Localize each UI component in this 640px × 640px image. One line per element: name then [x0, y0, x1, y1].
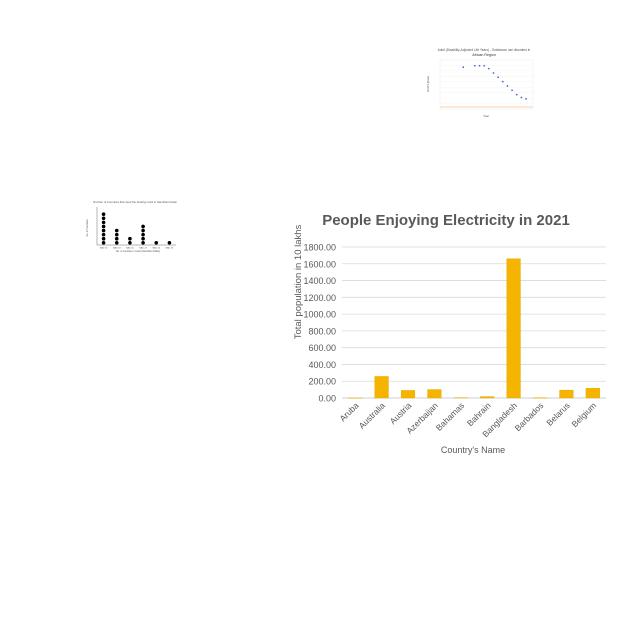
x-tick-label: Australia	[357, 400, 388, 431]
dot	[114, 236, 119, 241]
data-point	[515, 93, 518, 96]
fuel-cost-dot-chart: Number of Countries that used the Fuelin…	[86, 200, 177, 253]
y-tick-label: 1200.00	[303, 293, 336, 303]
dot	[101, 220, 106, 225]
dot	[101, 212, 106, 216]
bar-belgium	[585, 388, 600, 399]
x-tick-label: Aruba	[338, 400, 361, 423]
dot-chart-y-label: No. of Countries	[86, 219, 89, 237]
x-tick-label: NAD 18	[113, 247, 121, 250]
dot	[101, 228, 106, 233]
y-tick-label: 0.00	[318, 394, 336, 404]
plot-frame	[439, 59, 534, 110]
x-tick-label: NAD 24	[152, 247, 160, 250]
dot	[114, 241, 119, 245]
x-tick-label: Belarus	[544, 400, 571, 427]
dot	[141, 224, 145, 229]
data-point	[520, 96, 523, 99]
data-point	[501, 80, 504, 83]
bar-azerbaijan	[427, 389, 442, 399]
y-tick-label: 200.00	[308, 377, 336, 387]
y-tick-label: 600.00	[308, 343, 336, 353]
bar-australia	[374, 376, 389, 399]
x-tick-label: NAD 20	[126, 247, 134, 250]
x-tick-label: NAD 26	[166, 247, 174, 250]
dot	[101, 224, 106, 229]
y-tick-label: 1600.00	[303, 259, 336, 269]
dot	[141, 232, 145, 237]
data-point	[492, 72, 495, 74]
x-axis-label: Country's Name	[441, 445, 505, 455]
x-tick-label: Barbados	[513, 400, 546, 433]
y-tick-label: 400.00	[308, 360, 336, 370]
data-point	[462, 66, 465, 69]
x-tick-label: NAD 16	[100, 247, 108, 250]
dalys-scatter-chart: Adult (Disability-Adjusted Life Years) -…	[426, 48, 534, 118]
data-point	[511, 89, 513, 92]
chart-title: People Enjoying Electricity in 2021	[322, 212, 570, 229]
dot-chart-x-label: No. of countries / Costs (Namibian Dolla…	[116, 250, 160, 253]
bar-bangladesh	[506, 258, 521, 399]
y-tick-label: 1400.00	[303, 276, 336, 286]
small-chart-subtitle: African Region	[472, 53, 496, 57]
y-tick-label: 800.00	[308, 326, 336, 336]
dot	[128, 241, 132, 245]
dot	[141, 241, 145, 245]
small-chart-title: Adult (Disability-Adjusted Life Years) -…	[438, 48, 531, 52]
dot	[141, 228, 145, 233]
dot	[101, 232, 106, 237]
small-chart-y-label: DALYs (Rate)	[426, 76, 430, 92]
y-tick-label: 1000.00	[303, 310, 336, 320]
y-tick-label: 1800.00	[303, 243, 336, 253]
dot	[167, 241, 172, 245]
dot	[101, 236, 106, 241]
bar-bahrain	[480, 396, 495, 399]
x-tick-label: Belgium	[569, 400, 598, 429]
bar-austria	[400, 390, 416, 399]
dot	[114, 228, 119, 233]
data-point	[497, 76, 500, 79]
data-point	[525, 98, 527, 100]
data-point	[473, 64, 476, 67]
x-tick-label: Bahamas	[434, 400, 466, 432]
small-chart-x-label: Year	[483, 114, 489, 118]
data-point	[487, 67, 490, 70]
bar-belarus	[559, 389, 574, 399]
dot	[101, 241, 106, 245]
dot	[154, 241, 159, 245]
y-axis-label: Total population in 10 lakhs	[293, 224, 304, 339]
data-point	[506, 85, 509, 87]
electricity-bar-chart: People Enjoying Electricity in 2021 Tota…	[293, 212, 606, 455]
dot-chart-title: Number of Countries that used the Fuelin…	[93, 200, 177, 204]
dot	[128, 236, 132, 241]
data-point	[478, 64, 481, 67]
dot	[114, 232, 119, 237]
dot	[141, 236, 145, 241]
data-point	[483, 64, 486, 67]
x-tick-label: NAD 22	[139, 247, 147, 250]
dot	[101, 216, 106, 221]
